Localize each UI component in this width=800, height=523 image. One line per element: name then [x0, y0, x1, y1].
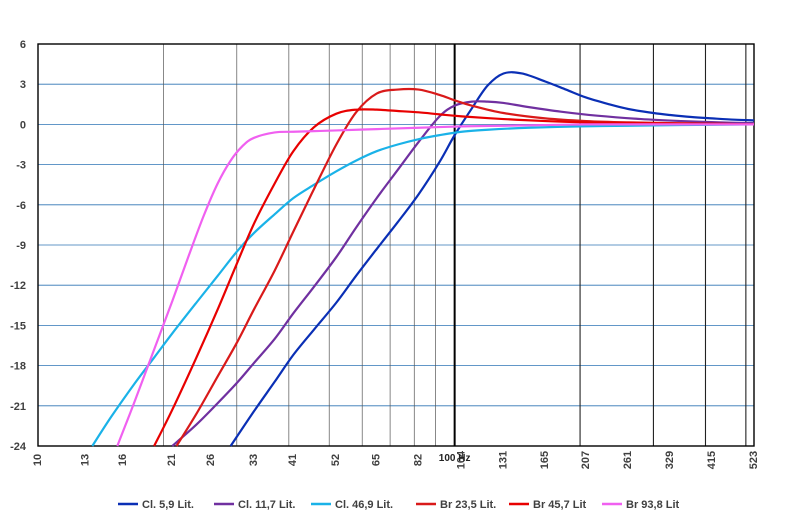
- x-tick-label: 26: [205, 454, 217, 466]
- x-tick-label: 131: [497, 451, 509, 469]
- x-tick-label: 104: [456, 450, 468, 469]
- reference-line-label: 100 Hz: [439, 453, 471, 464]
- legend-label: Cl. 46,9 Lit.: [335, 499, 393, 511]
- legend-label: Cl. 5,9 Lit.: [142, 499, 194, 511]
- x-tick-label: 261: [622, 451, 634, 469]
- x-tick-label: 523: [748, 451, 760, 469]
- legend-label: Br 45,7 Lit: [533, 499, 587, 511]
- x-tick-label: 329: [664, 451, 676, 469]
- y-tick-label: -21: [10, 401, 26, 413]
- y-axis-tick-labels: 6 3 0 -3 -6 -9 -12 -15 -18 -21 -24: [10, 39, 27, 453]
- y-tick-label: -12: [10, 280, 26, 292]
- x-tick-label: 415: [706, 451, 718, 469]
- series-line: [91, 123, 755, 447]
- legend-label: Cl. 11,7 Lit.: [238, 499, 295, 511]
- y-tick-label: -6: [16, 200, 26, 212]
- legend: Cl. 5,9 Lit. Cl. 11,7 Lit. Cl. 46,9 Lit. Br…: [118, 499, 680, 511]
- x-tick-label: 165: [539, 451, 551, 469]
- legend-label: Br 93,8 Lit: [626, 499, 680, 511]
- y-tick-label: -3: [16, 160, 26, 172]
- y-tick-label: -9: [16, 240, 26, 252]
- y-tick-label: 0: [20, 119, 26, 131]
- horizontal-gridlines: [38, 43, 754, 447]
- y-tick-label: -15: [10, 320, 26, 332]
- series-lines: [91, 71, 755, 447]
- y-tick-label: -24: [10, 441, 27, 453]
- x-tick-label: 82: [413, 454, 425, 466]
- x-tick-label: 13: [79, 454, 91, 466]
- plot-area-frame: [37, 43, 755, 447]
- x-axis-tick-labels: 10 13 16 21 26 33 41 52 65 82 104 131 165 207 261 329 41…: [32, 450, 760, 469]
- x-tick-label: 16: [117, 454, 129, 466]
- series-line: [229, 71, 755, 447]
- x-tick-label: 207: [580, 451, 592, 469]
- series-line: [175, 87, 755, 447]
- x-tick-label: 21: [166, 454, 178, 466]
- series-line: [116, 123, 754, 447]
- vertical-gridlines: [163, 44, 747, 446]
- y-tick-label: 6: [20, 39, 26, 51]
- y-tick-label: 3: [20, 79, 26, 91]
- x-tick-label: 33: [248, 454, 260, 466]
- series-line: [171, 100, 755, 447]
- x-tick-label: 41: [287, 454, 299, 466]
- legend-label: Br 23,5 Lit.: [440, 499, 496, 511]
- series-line: [153, 108, 755, 447]
- x-tick-label: 10: [32, 454, 44, 466]
- y-tick-label: -18: [10, 361, 26, 373]
- x-tick-label: 65: [371, 454, 383, 466]
- x-tick-label: 52: [330, 454, 342, 466]
